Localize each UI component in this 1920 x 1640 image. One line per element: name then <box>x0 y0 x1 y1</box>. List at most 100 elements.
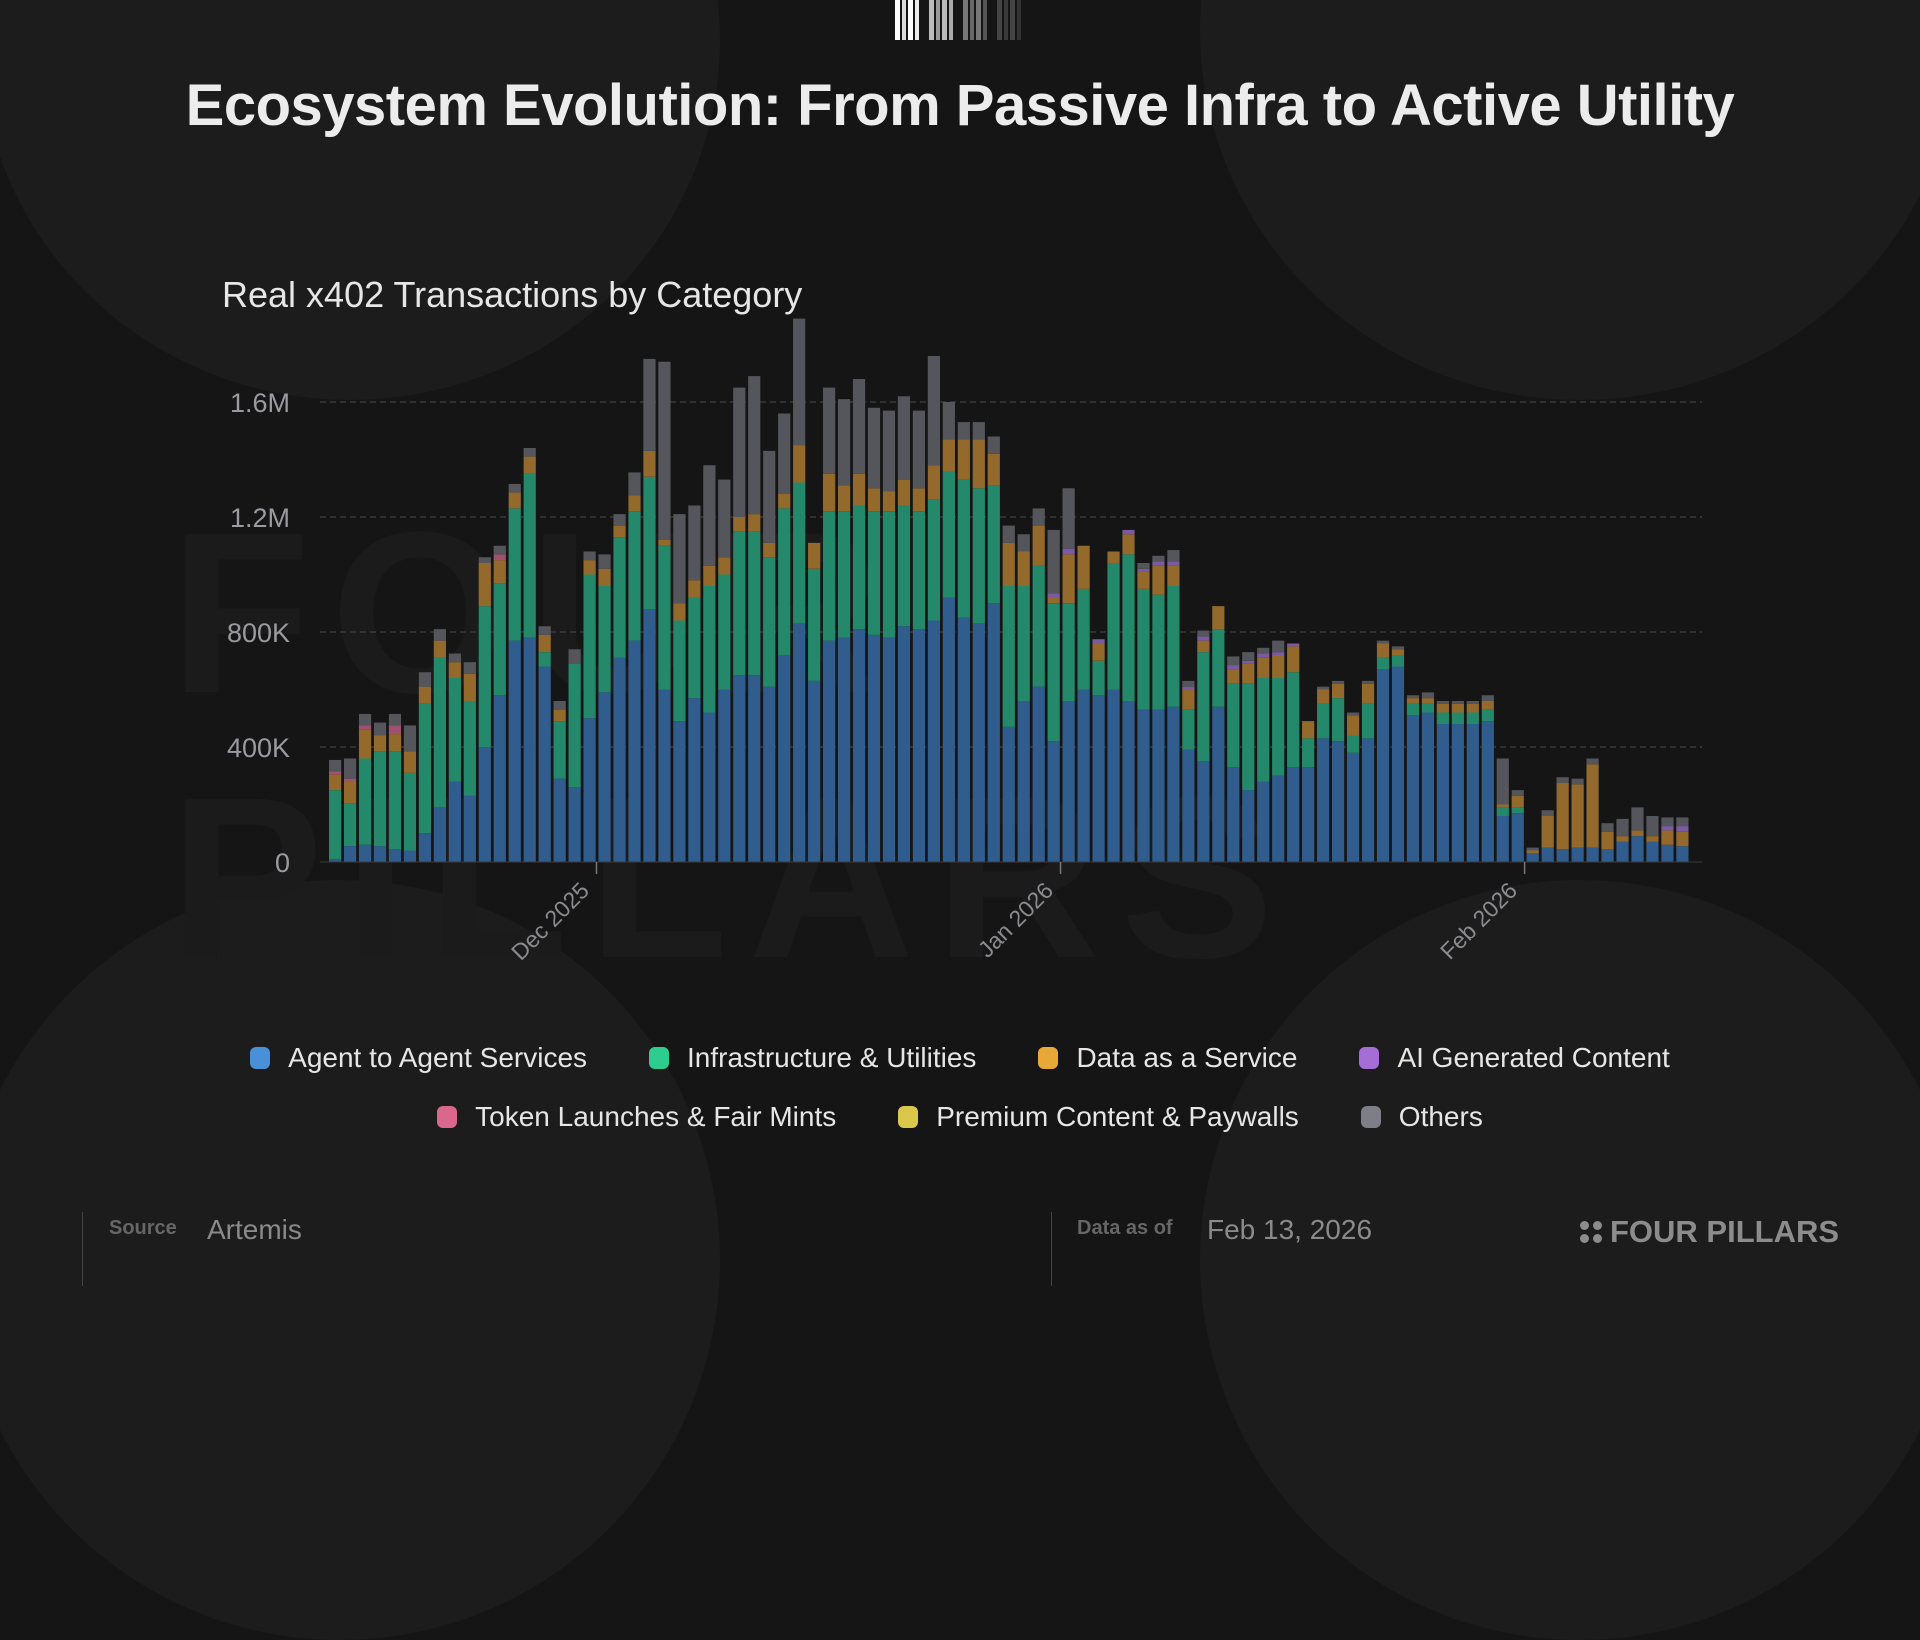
bar-segment-agent-to-agent-services <box>1077 689 1090 862</box>
bar-segment-others <box>1167 550 1180 562</box>
stacked-bar-chart: 0 400K 800K 1.2M 1.6M Dec 2025 Jan 2026 Feb 20… <box>227 318 1702 965</box>
bar-stack <box>763 450 776 862</box>
bar-segment-infrastructure-utilities <box>1436 712 1449 724</box>
bar-segment-data-as-a-service <box>658 540 671 546</box>
x-tick-label: Dec 2025 <box>506 877 594 965</box>
bar-segment-ai-generated-content <box>1197 636 1210 641</box>
bar-segment-infrastructure-utilities <box>1017 586 1030 701</box>
bar-segment-infrastructure-utilities <box>553 721 566 779</box>
bar-segment-agent-to-agent-services <box>1152 709 1165 862</box>
bar-stack <box>1451 701 1464 862</box>
bar-stack <box>1017 534 1030 862</box>
bar-segment-agent-to-agent-services <box>1227 767 1240 862</box>
bar-segment-data-as-a-service <box>523 456 536 474</box>
bar-segment-infrastructure-utilities <box>329 790 342 860</box>
bar-segment-agent-to-agent-services <box>1122 701 1135 862</box>
bar-stack <box>718 479 731 862</box>
bar-segment-infrastructure-utilities <box>1287 672 1300 768</box>
bar-segment-data-as-a-service <box>748 514 761 532</box>
bar-stack <box>1511 790 1524 862</box>
legend-item[interactable]: Data as a Service <box>1038 1042 1297 1074</box>
bar-segment-agent-to-agent-services <box>912 629 926 862</box>
bar-segment-infrastructure-utilities <box>1451 712 1464 724</box>
bar-stack <box>643 358 656 862</box>
bar-segment-infrastructure-utilities <box>808 568 821 681</box>
bar-segment-agent-to-agent-services <box>373 846 387 862</box>
bar-segment-others <box>1047 529 1060 594</box>
bar-segment-data-as-a-service <box>778 494 791 509</box>
bar-segment-data-as-a-service <box>1556 782 1569 850</box>
bar-segment-agent-to-agent-services <box>733 675 746 862</box>
legend-item[interactable]: Premium Content & Paywalls <box>898 1101 1299 1133</box>
bar-segment-infrastructure-utilities <box>1481 709 1494 722</box>
bar-segment-others <box>1317 686 1330 690</box>
bar-segment-others <box>867 407 881 489</box>
bar-segment-infrastructure-utilities <box>763 557 776 687</box>
bar-segment-infrastructure-utilities <box>1361 703 1375 739</box>
legend-label: AI Generated Content <box>1397 1042 1670 1073</box>
bar-segment-others <box>852 379 866 474</box>
bar-segment-others <box>837 399 851 486</box>
bar-segment-data-as-a-service <box>1451 703 1464 713</box>
bar-segment-agent-to-agent-services <box>448 781 461 862</box>
bar-segment-others <box>1257 647 1270 654</box>
bar-segment-infrastructure-utilities <box>1032 565 1045 687</box>
bar-segment-others <box>1676 817 1689 827</box>
legend-item[interactable]: Others <box>1360 1101 1483 1133</box>
bar-segment-agent-to-agent-services <box>1406 715 1420 862</box>
bar-segment-agent-to-agent-services <box>1556 849 1569 862</box>
bar-stack <box>927 356 940 862</box>
bar-segment-agent-to-agent-services <box>1302 767 1315 862</box>
bar-segment-ai-generated-content <box>1257 653 1270 658</box>
bar-segment-data-as-a-service <box>867 488 881 512</box>
bar-stack <box>463 662 476 862</box>
bar-segment-ai-generated-content <box>1062 548 1075 555</box>
bar-segment-infrastructure-utilities <box>1346 735 1360 753</box>
bar-stack <box>1481 695 1494 862</box>
bar-segment-agent-to-agent-services <box>1257 781 1270 862</box>
bar-segment-infrastructure-utilities <box>1107 563 1120 690</box>
bar-segment-ai-generated-content <box>1047 593 1060 598</box>
data-as-of-section: Data as of Feb 13, 2026 <box>1051 1212 1452 1286</box>
bar-stack <box>957 422 970 862</box>
bar-stack <box>808 542 821 862</box>
bar-segment-others <box>703 465 716 566</box>
bar-segment-infrastructure-utilities <box>448 678 461 782</box>
bar-segment-infrastructure-utilities <box>1212 629 1225 707</box>
bar-segment-infrastructure-utilities <box>1406 703 1420 716</box>
bar-segment-data-as-a-service <box>553 709 566 722</box>
legend-item[interactable]: Infrastructure & Utilities <box>649 1042 976 1074</box>
bar-segment-data-as-a-service <box>448 662 461 678</box>
bar-segment-agent-to-agent-services <box>1167 706 1180 862</box>
bar-segment-agent-to-agent-services <box>1107 689 1120 862</box>
bar-segment-agent-to-agent-services <box>553 778 566 862</box>
bar-segment-infrastructure-utilities <box>1122 554 1135 701</box>
bar-segment-others <box>1466 701 1479 704</box>
source-section: Source Artemis <box>82 1212 983 1286</box>
legend-swatch <box>898 1106 919 1128</box>
bar-segment-data-as-a-service <box>388 734 402 752</box>
legend-swatch <box>437 1106 458 1128</box>
legend-item[interactable]: Agent to Agent Services <box>250 1042 587 1074</box>
bar-segment-agent-to-agent-services <box>1676 846 1689 862</box>
bar-segment-data-as-a-service <box>493 560 506 584</box>
bar-segment-ai-generated-content <box>1272 652 1285 655</box>
bar-segment-ai-generated-content <box>1242 660 1255 664</box>
bar-segment-infrastructure-utilities <box>927 499 940 621</box>
bar-segment-infrastructure-utilities <box>538 652 551 667</box>
bar-segment-token-launches-fair-mints <box>343 778 357 782</box>
bar-segment-data-as-a-service <box>358 729 372 759</box>
bar-stack <box>1646 816 1659 862</box>
bar-segment-others <box>778 413 791 494</box>
bar-segment-data-as-a-service <box>1167 565 1180 586</box>
bar-segment-others <box>763 450 776 543</box>
bar-segment-others <box>568 649 581 664</box>
bar-segment-infrastructure-utilities <box>1197 652 1210 762</box>
bar-segment-agent-to-agent-services <box>897 626 911 862</box>
bar-segment-agent-to-agent-services <box>763 686 776 862</box>
bar-stack <box>1601 823 1614 862</box>
bar-segment-infrastructure-utilities <box>1047 603 1060 742</box>
bar-segment-data-as-a-service <box>793 445 806 483</box>
legend-item[interactable]: Token Launches & Fair Mints <box>437 1101 836 1133</box>
legend-item[interactable]: AI Generated Content <box>1359 1042 1670 1074</box>
